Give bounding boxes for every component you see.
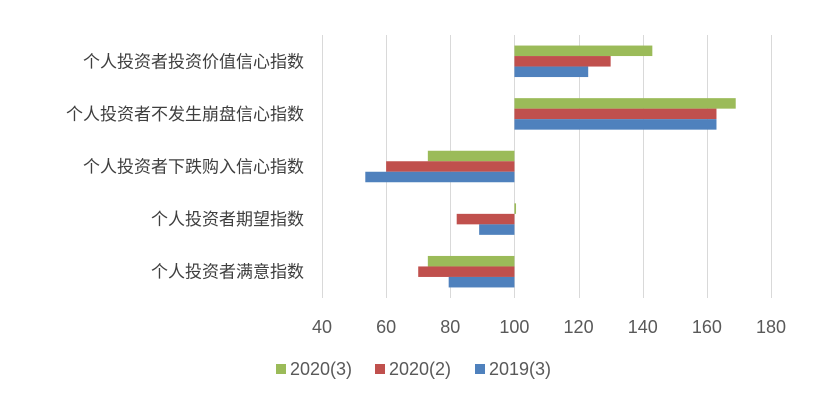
bar-2020(3)-4	[427, 255, 515, 267]
legend-label: 2020(3)	[290, 359, 352, 379]
x-tick-label: 180	[756, 317, 786, 337]
x-tick-label: 160	[692, 317, 722, 337]
x-tick-label: 40	[312, 317, 332, 337]
x-tick-label: 60	[376, 317, 396, 337]
bar-2020(3)-3	[514, 203, 517, 214]
legend-label: 2020(2)	[389, 359, 451, 379]
category-label: 个人投资者投资价值信心指数	[83, 52, 304, 72]
bars	[365, 45, 736, 288]
legend-swatch-2020(2)	[375, 364, 385, 374]
category-label: 个人投资者期望指数	[151, 210, 304, 230]
category-label: 个人投资者满意指数	[151, 263, 304, 283]
bar-2020(2)-1	[514, 108, 717, 120]
category-label: 个人投资者下跌购入信心指数	[83, 158, 304, 178]
bar-2020(2)-2	[386, 161, 515, 172]
legend-label: 2019(3)	[489, 359, 551, 379]
x-axis-ticks: 40 60 80 100 120 140 160 180	[312, 317, 786, 337]
x-tick-label: 120	[564, 317, 594, 337]
x-tick-label: 140	[628, 317, 658, 337]
category-labels: 个人投资者投资价值信心指数个人投资者不发生崩盘信心指数个人投资者下跌购入信心指数…	[66, 52, 304, 282]
bar-2020(3)-1	[514, 98, 736, 109]
x-tick-label: 100	[499, 317, 529, 337]
bar-2020(2)-0	[514, 56, 611, 67]
bar-2019(3)-4	[448, 276, 515, 288]
x-tick-label: 80	[440, 317, 460, 337]
bar-2019(3)-3	[479, 224, 515, 235]
legend: 2020(3) 2020(2) 2019(3)	[276, 359, 551, 379]
bar-2020(2)-4	[418, 266, 515, 277]
bar-2019(3)-2	[365, 171, 515, 183]
bar-2019(3)-1	[514, 119, 717, 130]
bar-2020(2)-3	[456, 213, 515, 225]
legend-swatch-2019(3)	[475, 364, 485, 374]
bar-2020(3)-0	[514, 45, 653, 57]
category-label: 个人投资者不发生崩盘信心指数	[66, 105, 304, 125]
bar-2020(3)-2	[427, 150, 515, 162]
legend-swatch-2020(3)	[276, 364, 286, 374]
bar-2019(3)-0	[514, 66, 589, 78]
